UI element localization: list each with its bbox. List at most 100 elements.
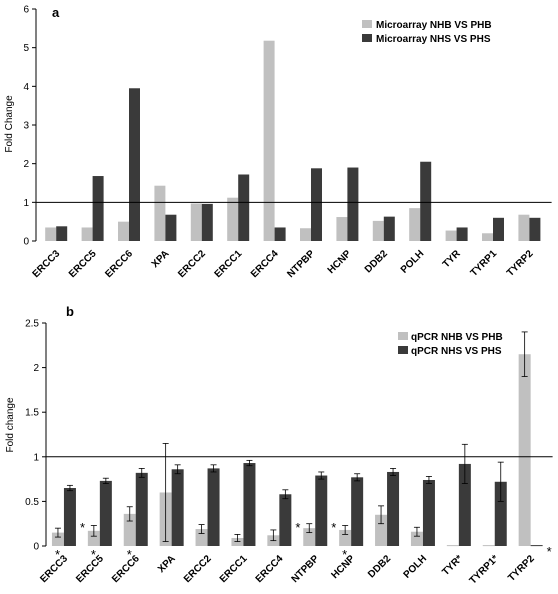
- bar-ERCC3-series-1: [45, 227, 57, 241]
- panel-a-y-axis-label: Fold Change: [4, 95, 15, 153]
- bar-TYRP2-series-1: [518, 214, 530, 241]
- significance-star: *: [295, 520, 300, 535]
- significance-star: *: [91, 547, 96, 562]
- panel-b-y-axis-label: Fold change: [5, 397, 16, 452]
- category-label-ERCC2: ERCC2: [176, 248, 208, 280]
- legend-swatch-nhb: [362, 20, 372, 28]
- panel-a-letter: a: [52, 5, 60, 20]
- category-label-XPA: XPA: [150, 248, 172, 270]
- bar-DDB2-series-2: [383, 216, 395, 241]
- bar-ERCC4-series-2: [279, 494, 292, 546]
- bar-POLH-series-2: [422, 479, 435, 546]
- category-label-ERCC6: ERCC6: [103, 248, 135, 280]
- bar-ERCC5-series-2: [99, 480, 112, 546]
- bar-ERCC6-series-1: [118, 221, 129, 241]
- bar-ERCC2-series-1: [190, 203, 202, 241]
- bar-HCNP-series-1: [336, 217, 348, 241]
- y-tick-label: 2: [33, 363, 39, 374]
- panel-a-legend: Microarray NHB VS PHB Microarray NHS VS …: [362, 20, 492, 45]
- y-tick-label: 1.5: [25, 408, 39, 419]
- bar-TYRP1-series-2: [494, 481, 507, 546]
- bar-TYRP1-series-2: [493, 217, 504, 241]
- bar-ERCC1-series-1: [231, 537, 244, 546]
- bar-POLH-series-1: [410, 531, 423, 546]
- bar-ERCC3-series-2: [56, 226, 68, 241]
- bar-NTPBP-series-2: [311, 168, 322, 241]
- category-label-TYR: TYR*: [440, 553, 465, 578]
- bar-ERCC1-series-1: [227, 197, 239, 241]
- legend-label-qpcr-nhb: qPCR NHB VS PHB: [411, 332, 503, 343]
- legend-label-qpcr-nhs: qPCR NHS VS PHS: [411, 346, 502, 357]
- bar-HCNP-series-2: [347, 167, 359, 241]
- bar-ERCC6-series-2: [129, 88, 140, 242]
- panel-b-legend: qPCR NHB VS PHB qPCR NHS VS PHS: [398, 332, 503, 357]
- bar-TYR-series-1: [445, 230, 457, 241]
- bar-ERCC2-series-2: [201, 203, 213, 241]
- bar-ERCC1-series-2: [238, 174, 250, 241]
- bar-HCNP-series-1: [339, 529, 352, 546]
- bar-POLH-series-1: [409, 208, 421, 241]
- panel-b-significance-marks: * * * * * * * *: [55, 520, 552, 562]
- category-label-NTPBP: NTPBP: [285, 248, 317, 280]
- category-label-TYR: TYR: [441, 248, 463, 270]
- bar-POLH-series-2: [420, 161, 432, 241]
- category-label-ERCC1: ERCC1: [218, 553, 250, 585]
- bar-ERCC4-series-2: [274, 227, 286, 241]
- y-tick-label: 4: [23, 82, 29, 93]
- bar-TYR-series-1: [446, 545, 459, 547]
- legend-label-nhs: Microarray NHS VS PHS: [376, 34, 491, 45]
- bar-DDB2-series-2: [387, 471, 400, 546]
- bar-DDB2-series-1: [375, 514, 388, 546]
- bar-ERCC4-series-1: [263, 40, 275, 241]
- category-label-DDB2: DDB2: [363, 248, 390, 275]
- category-label-ERCC3: ERCC3: [31, 248, 63, 280]
- significance-star: *: [80, 520, 85, 535]
- bar-ERCC3-series-1: [51, 532, 64, 546]
- y-tick-label: 1: [23, 198, 29, 209]
- significance-star: *: [331, 520, 336, 535]
- category-label-ERCC4: ERCC4: [254, 553, 286, 585]
- panel-b-letter: b: [66, 304, 74, 319]
- panel-b-bars: [51, 331, 543, 547]
- category-label-ERCC1: ERCC1: [213, 248, 245, 280]
- significance-star: *: [547, 544, 552, 559]
- bar-XPA-series-1: [154, 185, 166, 241]
- category-label-ERCC5: ERCC5: [67, 248, 99, 280]
- bar-ERCC5-series-2: [92, 176, 104, 241]
- y-tick-label: 6: [23, 5, 29, 16]
- y-tick-label: 1: [33, 452, 39, 463]
- legend-swatch-qpcr-nhb: [398, 332, 408, 340]
- bar-TYR-series-2: [456, 227, 468, 241]
- category-label-TYRP1: TYRP1: [469, 248, 500, 279]
- bar-NTPBP-series-2: [315, 475, 328, 546]
- bar-TYR-series-2: [458, 463, 471, 546]
- bar-XPA-series-2: [171, 469, 184, 546]
- panel-b-chart: b Fold change 0 0.5 1 1.5 2 2.5 ERCC3 ERCC5 ERC…: [5, 304, 553, 587]
- bar-ERCC5-series-1: [87, 530, 100, 546]
- bar-ERCC2-series-2: [207, 468, 220, 546]
- panel-a-category-labels: ERCC3 ERCC5 ERCC6 XPA ERCC2 ERCC1 ERCC4 NTPBP HC…: [31, 248, 536, 280]
- y-tick-label: 5: [23, 43, 29, 54]
- bar-TYRP1-series-1: [482, 545, 495, 547]
- category-label-HCNP: HCNP: [326, 248, 354, 276]
- y-tick-label: 2.5: [25, 319, 39, 330]
- legend-swatch-qpcr-nhs: [398, 346, 408, 354]
- legend-label-nhb: Microarray NHB VS PHB: [376, 20, 492, 31]
- category-label-ERCC2: ERCC2: [182, 553, 214, 585]
- bar-TYRP2-series-2: [529, 217, 541, 241]
- bar-DDB2-series-1: [372, 220, 384, 241]
- legend-swatch-nhs: [362, 34, 372, 42]
- bar-ERCC1-series-2: [243, 463, 256, 546]
- bar-ERCC6-series-2: [135, 472, 148, 546]
- category-label-TYRP1: TYRP1*: [468, 553, 501, 586]
- category-label-TYRP2: TYRP2: [506, 553, 537, 584]
- y-tick-label: 0: [23, 237, 29, 248]
- category-label-TYRP2: TYRP2: [505, 248, 536, 279]
- y-tick-label: 2: [23, 159, 29, 170]
- category-label-NTPBP: NTPBP: [290, 553, 322, 585]
- bar-HCNP-series-2: [351, 477, 364, 546]
- category-label-DDB2: DDB2: [366, 553, 393, 580]
- significance-star: *: [342, 547, 347, 562]
- bar-TYRP2-series-2: [530, 545, 543, 547]
